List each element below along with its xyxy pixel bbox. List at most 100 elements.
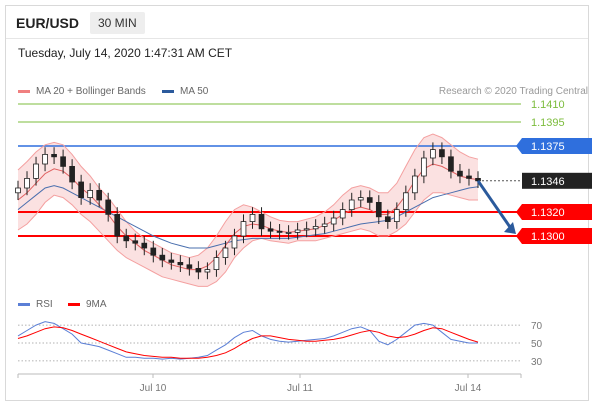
candle-body (222, 247, 229, 258)
candle-body (150, 247, 157, 256)
legend-swatch-ma20 (18, 89, 30, 93)
candle (114, 207, 121, 244)
candle-body (439, 149, 445, 158)
chart-frame (5, 5, 589, 401)
legend-label-ma50: MA 50 (180, 86, 209, 97)
level-label-1-1410: 1.1410 (531, 99, 565, 111)
candle-body (384, 216, 391, 223)
candle (168, 252, 175, 270)
legend-rsi: RSI (18, 299, 53, 310)
candle-body (348, 199, 355, 210)
candle-body (303, 228, 310, 231)
candle (258, 207, 265, 236)
candle (285, 225, 292, 240)
candle (132, 233, 139, 251)
candle (150, 240, 157, 263)
candle (421, 150, 427, 184)
candle-body (285, 231, 292, 234)
candle (267, 221, 274, 239)
candle (159, 248, 166, 268)
candle (15, 180, 21, 200)
candle (240, 214, 247, 244)
candle (33, 156, 39, 186)
candle-body (105, 199, 112, 215)
candle (375, 195, 382, 224)
candle-body (457, 170, 463, 177)
candle (213, 250, 220, 277)
candle (430, 142, 436, 166)
legend-swatch-rsi (18, 302, 30, 306)
candle-body (15, 187, 21, 194)
candle-body (186, 264, 193, 269)
candle-body (466, 175, 472, 179)
current-price-tag (522, 172, 592, 189)
level-label-1-1375: 1.1375 (531, 141, 565, 153)
x-tick-label: Jul 10 (140, 383, 167, 394)
rsi-series-9ma (17, 326, 479, 359)
candle-body (204, 269, 211, 273)
rsi-tick-label: 30 (531, 357, 543, 368)
rsi-tick-label: 70 (531, 321, 543, 332)
x-tick-label: Jul 11 (287, 383, 313, 394)
bollinger-lower-line (17, 192, 478, 287)
candle (51, 147, 57, 164)
candle (249, 207, 256, 229)
candle-body (267, 228, 274, 232)
level-label-1-1320: 1.1320 (531, 207, 565, 219)
ma20-line (17, 163, 479, 271)
ma50-line (17, 185, 479, 249)
candle-body (96, 189, 103, 201)
candle-body (231, 235, 238, 249)
candle-body (366, 197, 373, 203)
legend-label-rsi: RSI (36, 299, 53, 310)
candle-body (240, 221, 247, 237)
candle-body (430, 149, 436, 159)
candle-body (33, 163, 39, 179)
legend-swatch-ma50 (162, 89, 174, 93)
candle (177, 255, 184, 272)
candle (384, 209, 391, 229)
candle (42, 147, 48, 172)
candle (466, 168, 472, 186)
candle (123, 228, 130, 248)
candle (186, 257, 193, 276)
candle (475, 171, 481, 188)
timeframe-badge[interactable]: 30 MIN (90, 12, 145, 34)
level-tag-1-1300 (516, 228, 592, 244)
candle (87, 183, 93, 205)
candle-body (51, 153, 57, 158)
candle-body (403, 192, 409, 211)
candle-body (177, 261, 184, 266)
chart-header: EUR/USD 30 MIN (6, 6, 588, 39)
x-tick-label: Jul 14 (455, 383, 482, 394)
credit-label: Research © 2020 Trading Central (438, 86, 588, 97)
legend-label-ma20: MA 20 + Bollinger Bands (36, 86, 146, 97)
legend-ma20: MA 20 + Bollinger Bands (18, 86, 146, 97)
candle-body (195, 267, 202, 273)
candle (339, 202, 346, 226)
candle (141, 236, 148, 256)
forecast-arrow-head (504, 222, 516, 234)
rsi-tick-label: 50 (531, 339, 543, 350)
legend-swatch-9ma (68, 302, 80, 306)
candle-body (276, 230, 283, 233)
level-label-1-1395: 1.1395 (531, 117, 565, 129)
candle-body (357, 197, 364, 201)
bollinger-band-area (18, 134, 478, 287)
candle-body (213, 257, 220, 271)
candle (96, 183, 103, 208)
current-price-label: 1.1346 (531, 176, 565, 188)
candle-body (123, 235, 130, 242)
candle-body (321, 223, 328, 227)
candle (457, 164, 463, 184)
candle (24, 171, 30, 196)
candle-body (78, 181, 84, 199)
candle-body (69, 165, 75, 183)
level-tag-1-1320 (516, 204, 592, 220)
candle (60, 149, 66, 174)
candle (294, 222, 301, 240)
candle-body (448, 156, 454, 172)
candle-body (159, 254, 166, 261)
candle (69, 159, 75, 190)
candle (393, 202, 400, 229)
